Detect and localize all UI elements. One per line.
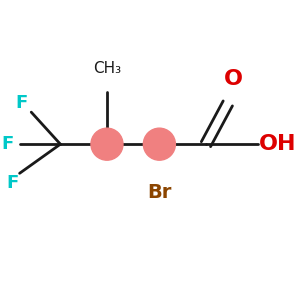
Text: CH₃: CH₃	[93, 61, 121, 76]
Text: OH: OH	[259, 134, 296, 154]
Text: F: F	[2, 135, 14, 153]
Text: O: O	[224, 69, 243, 89]
Text: F: F	[15, 94, 27, 112]
Text: Br: Br	[147, 183, 172, 202]
Text: F: F	[6, 175, 19, 193]
Circle shape	[143, 128, 176, 160]
Circle shape	[91, 128, 123, 160]
